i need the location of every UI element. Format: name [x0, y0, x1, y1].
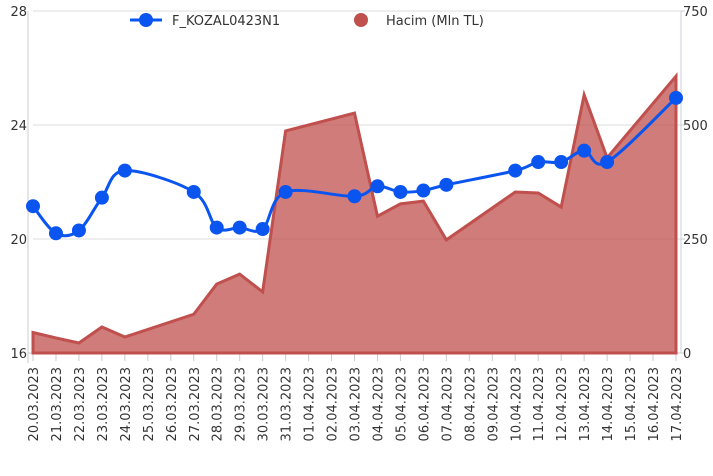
x-tick-label: 09.04.2023 [486, 367, 501, 441]
legend-marker [139, 13, 153, 27]
x-tick-label: 05.04.2023 [394, 367, 409, 441]
x-tick-label: 30.03.2023 [257, 367, 272, 441]
x-tick-label: 16.04.2023 [647, 367, 662, 441]
x-tick-label: 26.03.2023 [165, 367, 180, 441]
marker [600, 155, 615, 170]
marker [347, 189, 362, 204]
marker [508, 163, 523, 178]
area [31, 72, 678, 355]
y-tick-label: 28 [10, 5, 27, 20]
marker [669, 90, 683, 105]
marker [439, 177, 454, 192]
y2-tick-label: 750 [683, 5, 708, 20]
y-tick-label: 24 [10, 119, 27, 134]
x-tick-label: 23.03.2023 [96, 367, 111, 441]
x-tick-label: 06.04.2023 [417, 367, 432, 441]
x-tick-label: 10.04.2023 [509, 367, 524, 441]
legend-label: Hacim (Mln TL) [386, 14, 484, 29]
marker [117, 163, 132, 178]
marker [393, 184, 408, 199]
x-tick-label: 17.04.2023 [670, 367, 685, 441]
marker [370, 179, 385, 194]
x-tick-label: 04.04.2023 [371, 367, 386, 441]
x-tick-label: 21.03.2023 [50, 367, 65, 441]
x-tick-label: 01.04.2023 [303, 367, 318, 441]
x-tick-label: 14.04.2023 [601, 367, 616, 441]
marker [26, 199, 40, 214]
x-tick-label: 22.03.2023 [73, 367, 88, 441]
marker [416, 183, 431, 198]
y2-tick-label: 0 [683, 347, 691, 362]
marker [255, 222, 270, 237]
x-tick-label: 28.03.2023 [211, 367, 226, 441]
marker [48, 226, 63, 241]
x-tick-label: 03.04.2023 [349, 367, 364, 441]
marker [554, 155, 569, 170]
x-tick-label: 24.03.2023 [119, 367, 134, 441]
x-tick-label: 25.03.2023 [142, 367, 157, 441]
x-tick-label: 12.04.2023 [555, 367, 570, 441]
marker [94, 190, 109, 205]
marker [577, 143, 592, 158]
y-tick-label: 20 [10, 233, 27, 248]
marker [186, 184, 201, 199]
x-tick-label: 31.03.2023 [280, 367, 295, 441]
legend-marker [354, 13, 368, 27]
y2-tick-label: 500 [683, 119, 708, 134]
x-tick-label: 15.04.2023 [624, 367, 639, 441]
y-tick-label: 16 [10, 347, 27, 362]
marker [232, 220, 247, 235]
y2-tick-label: 250 [683, 233, 708, 248]
x-tick-label: 27.03.2023 [188, 367, 203, 441]
x-tick-label: 02.04.2023 [326, 367, 341, 441]
x-tick-label: 29.03.2023 [234, 367, 249, 441]
x-tick-label: 07.04.2023 [440, 367, 455, 441]
marker [71, 223, 86, 238]
marker [531, 155, 546, 170]
marker [209, 220, 224, 235]
marker [278, 184, 293, 199]
x-tick-label: 13.04.2023 [578, 367, 593, 441]
x-tick-label: 08.04.2023 [463, 367, 478, 441]
legend-label: F_KOZAL0423N1 [172, 14, 280, 29]
x-tick-label: 20.03.2023 [27, 367, 42, 441]
x-tick-label: 11.04.2023 [532, 367, 547, 441]
